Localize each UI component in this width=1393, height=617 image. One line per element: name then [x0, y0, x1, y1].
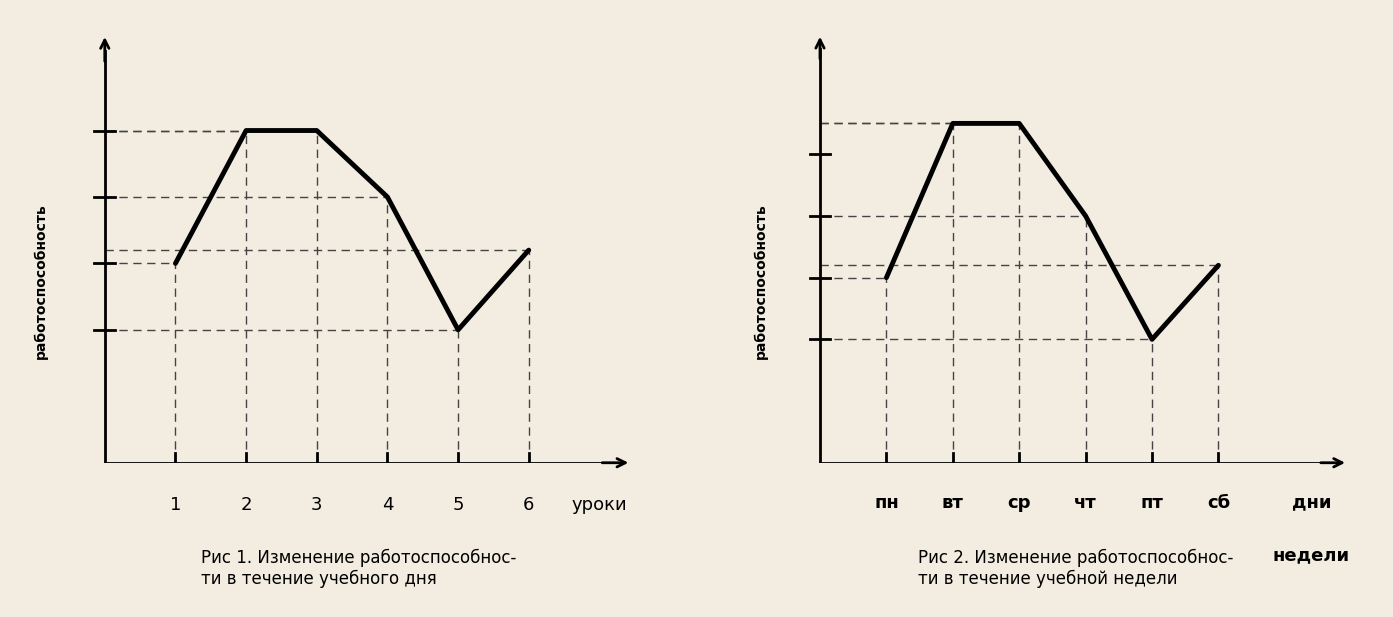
Text: 2: 2	[241, 496, 252, 514]
Text: Рис 2. Изменение работоспособнос-
ти в течение учебной недели: Рис 2. Изменение работоспособнос- ти в т…	[918, 549, 1233, 589]
Text: недели: недели	[1273, 546, 1350, 564]
Text: 1: 1	[170, 496, 181, 514]
Text: уроки: уроки	[571, 496, 627, 514]
Text: чт: чт	[1074, 494, 1096, 511]
Text: пт: пт	[1141, 494, 1163, 511]
Text: 6: 6	[522, 496, 535, 514]
Text: Рис 1. Изменение работоспособнос-
ти в течение учебного дня: Рис 1. Изменение работоспособнос- ти в т…	[202, 549, 517, 589]
Text: 5: 5	[453, 496, 464, 514]
Text: сб: сб	[1206, 494, 1230, 511]
Text: вт: вт	[942, 494, 964, 511]
Text: дни: дни	[1291, 494, 1332, 511]
Text: 3: 3	[311, 496, 323, 514]
Text: работоспособность: работоспособность	[33, 204, 49, 359]
Text: работоспособность: работоспособность	[754, 204, 768, 359]
Text: 4: 4	[382, 496, 393, 514]
Text: ср: ср	[1007, 494, 1031, 511]
Text: пн: пн	[873, 494, 898, 511]
